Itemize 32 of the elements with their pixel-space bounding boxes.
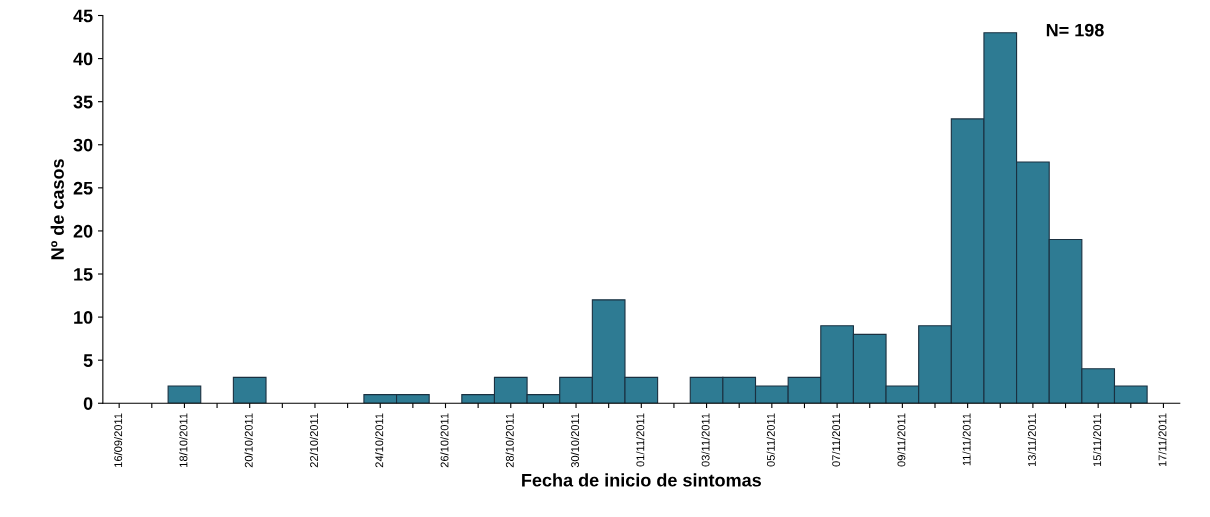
x-tick-label: 11/11/2011 xyxy=(962,413,971,466)
bar xyxy=(232,376,267,404)
y-tick-label: 45 xyxy=(73,9,93,23)
x-tick-label: 18/10/2011 xyxy=(179,413,188,467)
x-tick-label: 16/09/2011 xyxy=(113,413,123,467)
y-tick-label: 25 xyxy=(73,181,93,195)
x-tick-label: 22/10/2011 xyxy=(309,413,318,468)
x-axis-title: Fecha de inicio de sintomas xyxy=(522,473,761,487)
x-tick-label: 17/11/2011 xyxy=(1158,413,1167,467)
bar xyxy=(167,385,202,404)
x-tick-label: 03/11/2011 xyxy=(701,413,710,467)
x-tick-label: 20/10/2011 xyxy=(244,413,253,468)
x-tick-label: 28/10/2011 xyxy=(505,413,514,468)
x-tick-label: 24/10/2011 xyxy=(375,413,384,468)
y-tick-label: 20 xyxy=(73,224,93,238)
y-axis-title: Nº de casos xyxy=(50,159,64,260)
x-tick-label: 09/11/2011 xyxy=(897,413,906,467)
annotation: N= 198 xyxy=(1046,23,1104,37)
y-tick-label: 35 xyxy=(73,95,93,109)
x-tick-label: 01/11/2011 xyxy=(636,413,645,467)
x-tick-label: 26/10/2011 xyxy=(440,413,449,468)
x-tick-label: 05/11/2011 xyxy=(766,413,775,467)
y-tick-label: 10 xyxy=(74,311,93,324)
x-tick-label: 30/10/2011 xyxy=(570,413,580,468)
x-tick-label: 13/11/2011 xyxy=(1027,413,1036,467)
x-tick-label: 07/11/2011 xyxy=(831,413,841,467)
x-tick-label: 15/11/2011 xyxy=(1092,413,1102,467)
y-tick-label: 15 xyxy=(74,268,93,281)
y-tick-label: 40 xyxy=(73,52,93,66)
y-tick-label: 5 xyxy=(83,354,93,367)
y-tick-label: 30 xyxy=(73,138,93,152)
y-tick-label: 0 xyxy=(83,397,93,410)
